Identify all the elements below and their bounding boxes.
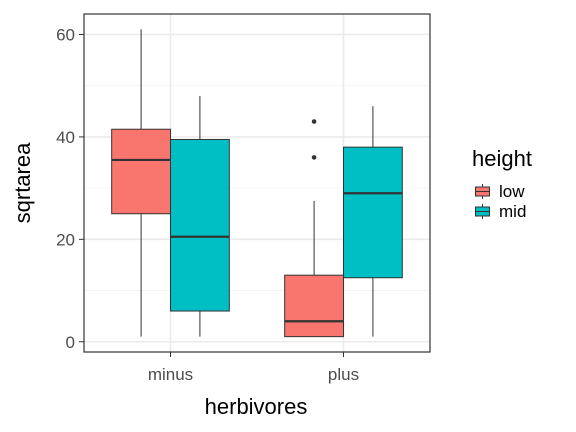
box-mid-minus — [170, 95, 230, 337]
y-axis-title: sqrtarea — [10, 142, 35, 223]
y-tick-label: 20 — [56, 230, 75, 249]
y-tick-label: 40 — [56, 128, 75, 147]
box-series — [111, 29, 403, 338]
box-body — [343, 146, 403, 279]
legend-label: low — [499, 182, 525, 201]
legend-label: mid — [499, 202, 526, 221]
x-axis: minus plus — [148, 352, 359, 384]
panel-border — [83, 13, 431, 353]
legend-title: height — [472, 146, 532, 171]
box-low-plus — [284, 119, 344, 338]
box-mid-plus — [343, 106, 403, 337]
box-body — [111, 128, 171, 215]
y-tick-label: 60 — [56, 25, 75, 44]
outlier-point — [311, 119, 317, 124]
x-tick-label: plus — [328, 365, 359, 384]
outlier-point — [311, 155, 317, 160]
legend-entry-mid: mid — [475, 202, 526, 221]
y-tick-label: 0 — [66, 333, 75, 352]
box-body — [170, 138, 230, 312]
box-body — [284, 274, 344, 338]
x-axis-title: herbivores — [205, 394, 308, 419]
y-axis: 0 20 40 60 — [56, 25, 84, 352]
legend-entry-low: low — [475, 182, 525, 201]
x-tick-label: minus — [148, 365, 193, 384]
